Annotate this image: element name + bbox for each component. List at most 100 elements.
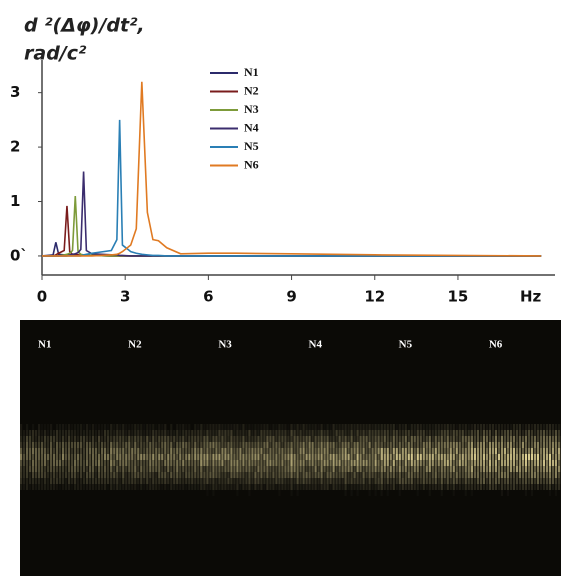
spectrogram-cell xyxy=(26,448,29,454)
spectrogram-cell xyxy=(272,460,275,466)
spectrogram-cell xyxy=(98,454,101,460)
spectrogram-cell xyxy=(83,454,86,460)
y-tick-label: 1 xyxy=(10,192,20,210)
spectrogram-cell xyxy=(365,466,368,472)
spectrogram-cell xyxy=(275,442,278,448)
spectrogram-cell xyxy=(458,484,461,490)
spectrogram-cell xyxy=(269,436,272,442)
spectrogram-cell xyxy=(347,472,350,478)
spectrogram-cell xyxy=(260,436,263,442)
spectrogram-cell xyxy=(218,472,221,478)
spectrogram-cell xyxy=(449,460,452,466)
spectrogram-cell xyxy=(467,436,470,442)
spectrogram-cell xyxy=(29,466,32,472)
spectrogram-cell xyxy=(164,436,167,442)
spectrogram-cell xyxy=(491,484,495,490)
spectrogram-cell xyxy=(167,430,170,436)
spectrogram-cell xyxy=(101,484,104,490)
spectrogram-cell xyxy=(134,484,137,490)
spectrogram-cell xyxy=(275,472,278,478)
spectrogram-cell xyxy=(314,478,317,484)
spectrogram-cell xyxy=(140,442,143,448)
spectrogram-cell xyxy=(434,442,437,448)
spectrogram-cell xyxy=(527,442,531,448)
spectrogram-cell xyxy=(245,436,248,442)
spectrogram-cell xyxy=(41,442,44,448)
spectrogram-cell xyxy=(131,472,134,478)
spectrogram-cell xyxy=(206,436,209,442)
spectrogram-cell xyxy=(425,448,428,454)
spectrogram-cell xyxy=(284,454,287,460)
spectrogram-cell xyxy=(245,466,248,472)
spectrogram-cell xyxy=(224,448,227,454)
spectrogram-cell xyxy=(53,436,56,442)
spectrogram-cell xyxy=(539,454,543,460)
spectrogram-cell xyxy=(551,478,555,484)
spectrogram-cell xyxy=(554,442,558,448)
spectrogram-cell xyxy=(296,466,299,472)
spectrogram-cell xyxy=(515,436,519,442)
spectrogram-cell xyxy=(131,460,134,466)
spectrogram-cell xyxy=(71,448,74,454)
spectrogram-cell xyxy=(158,442,161,448)
spectrogram-label: N1 xyxy=(38,339,51,351)
spectrogram-cell xyxy=(263,442,266,448)
spectrogram-cell xyxy=(503,430,507,436)
legend-label: N4 xyxy=(244,120,259,134)
spectrogram-cell xyxy=(473,436,477,442)
spectrogram-cell xyxy=(260,472,263,478)
spectrogram-cell xyxy=(164,460,167,466)
spectrogram-cell xyxy=(395,466,398,472)
spectrogram-cell xyxy=(62,436,65,442)
spectrogram-cell xyxy=(101,454,104,460)
spectrogram-cell xyxy=(89,466,92,472)
spectrogram-cell xyxy=(149,478,152,484)
spectrogram-cell xyxy=(38,478,41,484)
spectrogram-cell xyxy=(302,460,305,466)
spectrogram-cell xyxy=(89,442,92,448)
spectrogram-cell xyxy=(230,460,233,466)
spectrogram-cell xyxy=(302,484,305,490)
spectrogram-cell xyxy=(74,454,77,460)
spectrogram-cell xyxy=(260,448,263,454)
spectrogram-cell xyxy=(548,454,552,460)
spectrogram-cell xyxy=(401,466,404,472)
spectrogram-cell xyxy=(311,430,314,436)
spectrogram-cell xyxy=(158,430,161,436)
spectrogram-cell xyxy=(524,478,528,484)
spectrogram-cell xyxy=(32,448,35,454)
spectrogram-cell xyxy=(470,454,474,460)
spectrogram-cell xyxy=(134,466,137,472)
spectrogram-cell xyxy=(332,454,335,460)
spectrogram-cell xyxy=(509,448,513,454)
spectrogram-cell xyxy=(218,478,221,484)
spectrogram-cell xyxy=(149,448,152,454)
spectrogram-cell xyxy=(377,442,380,448)
spectrogram-cell xyxy=(68,472,71,478)
spectrogram-cell xyxy=(338,430,341,436)
spectrogram-cell xyxy=(206,442,209,448)
spectrogram-cell xyxy=(380,490,383,496)
spectrogram-cell xyxy=(113,436,116,442)
spectrogram-cell xyxy=(548,436,552,442)
spectrogram-cell xyxy=(392,466,395,472)
spectrogram-cell xyxy=(122,448,125,454)
spectrogram-cell xyxy=(230,442,233,448)
spectrogram-cell xyxy=(362,448,365,454)
spectrogram-cell xyxy=(179,472,182,478)
spectrogram-cell xyxy=(290,436,293,442)
spectrogram-cell xyxy=(386,472,389,478)
spectrogram-cell xyxy=(527,454,531,460)
spectrogram-cell xyxy=(209,448,212,454)
spectrogram-cell xyxy=(122,436,125,442)
spectrogram-cell xyxy=(548,490,552,496)
spectrogram-cell xyxy=(386,484,389,490)
spectrogram-cell xyxy=(404,484,407,490)
spectrogram-cell xyxy=(395,424,398,430)
spectrogram-cell xyxy=(461,478,464,484)
spectrogram-cell xyxy=(170,460,173,466)
spectrogram-cell xyxy=(449,436,452,442)
spectrogram-cell xyxy=(113,424,116,430)
spectrogram-cell xyxy=(437,436,440,442)
spectrogram-cell xyxy=(296,460,299,466)
